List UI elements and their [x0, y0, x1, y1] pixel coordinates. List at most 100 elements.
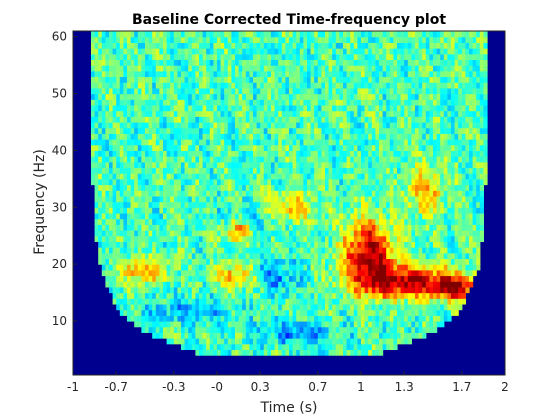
heatmap-cell — [321, 110, 326, 117]
heatmap-cell — [235, 99, 240, 106]
heatmap-cell — [98, 150, 103, 157]
heatmap-cell — [415, 275, 420, 282]
heatmap-cell — [368, 247, 373, 254]
heatmap-cell — [357, 326, 362, 333]
heatmap-cell — [98, 59, 103, 66]
heatmap-cell — [155, 110, 160, 117]
heatmap-cell — [127, 42, 132, 49]
heatmap-cell — [343, 303, 348, 311]
heatmap-cell — [368, 212, 373, 220]
heatmap-cell — [249, 207, 254, 214]
heatmap-cell — [267, 269, 272, 277]
heatmap-cell — [249, 315, 254, 322]
heatmap-cell — [256, 178, 261, 186]
heatmap-cell — [404, 212, 409, 220]
heatmap-cell — [224, 156, 229, 163]
heatmap-cell — [253, 110, 258, 117]
heatmap-cell — [411, 247, 416, 254]
heatmap-cell — [411, 167, 416, 174]
heatmap-cell — [195, 173, 200, 180]
heatmap-cell — [112, 127, 117, 134]
heatmap-cell — [411, 110, 416, 117]
heatmap-cell — [339, 275, 344, 282]
heatmap-cell — [389, 53, 394, 61]
heatmap-cell — [253, 258, 258, 265]
heatmap-cell — [105, 99, 110, 106]
heatmap-cell — [400, 230, 405, 237]
heatmap-cell — [368, 252, 373, 260]
heatmap-cell — [379, 59, 384, 66]
heatmap-cell — [249, 53, 254, 61]
heatmap-cell — [206, 258, 211, 265]
heatmap-cell — [119, 70, 124, 78]
heatmap-cell — [335, 99, 340, 106]
heatmap-cell — [332, 303, 337, 311]
heatmap-cell — [213, 298, 218, 305]
heatmap-cell — [343, 139, 348, 146]
heatmap-cell — [109, 190, 114, 197]
heatmap-cell — [317, 121, 322, 129]
heatmap-cell — [98, 173, 103, 180]
heatmap-cell — [170, 184, 175, 191]
heatmap-cell — [188, 99, 193, 106]
heatmap-cell — [217, 349, 222, 356]
heatmap-cell — [407, 173, 412, 180]
heatmap-cell — [177, 65, 182, 72]
heatmap-cell — [141, 70, 146, 78]
heatmap-cell — [112, 184, 117, 191]
heatmap-cell — [173, 252, 178, 260]
heatmap-cell — [263, 48, 268, 55]
heatmap-cell — [375, 326, 380, 333]
heatmap-cell — [152, 156, 157, 163]
heatmap-cell — [407, 139, 412, 146]
heatmap-cell — [112, 76, 117, 83]
heatmap-cell — [267, 173, 272, 180]
heatmap-cell — [94, 139, 99, 146]
heatmap-cell — [253, 127, 258, 134]
heatmap-cell — [397, 247, 402, 254]
heatmap-cell — [267, 178, 272, 186]
heatmap-cell — [364, 230, 369, 237]
heatmap-cell — [314, 241, 319, 248]
heatmap-cell — [386, 184, 391, 191]
heatmap-cell — [407, 320, 412, 328]
heatmap-cell — [206, 110, 211, 117]
heatmap-cell — [343, 31, 348, 38]
heatmap-cell — [353, 281, 358, 288]
heatmap-cell — [382, 224, 387, 231]
heatmap-cell — [98, 121, 103, 129]
heatmap-cell — [249, 343, 254, 351]
heatmap-cell — [332, 110, 337, 117]
heatmap-cell — [400, 252, 405, 260]
heatmap-cell — [235, 218, 240, 225]
heatmap-cell — [137, 87, 142, 95]
heatmap-cell — [191, 218, 196, 225]
heatmap-cell — [119, 53, 124, 61]
heatmap-cell — [130, 59, 135, 66]
heatmap-cell — [123, 59, 128, 66]
heatmap-cell — [400, 161, 405, 169]
heatmap-cell — [163, 127, 168, 134]
heatmap-cell — [227, 235, 232, 242]
heatmap-cell — [134, 303, 139, 311]
heatmap-cell — [332, 247, 337, 254]
heatmap-cell — [91, 36, 96, 43]
heatmap-cell — [400, 275, 405, 282]
heatmap-cell — [137, 309, 142, 316]
heatmap-cell — [209, 178, 214, 186]
heatmap-cell — [130, 42, 135, 49]
heatmap-cell — [199, 230, 204, 237]
heatmap-cell — [148, 53, 153, 61]
heatmap-cell — [278, 230, 283, 237]
heatmap-cell — [166, 48, 171, 55]
heatmap-cell — [188, 42, 193, 49]
heatmap-cell — [238, 184, 243, 191]
heatmap-cell — [407, 167, 412, 174]
heatmap-cell — [256, 42, 261, 49]
heatmap-cell — [411, 269, 416, 277]
heatmap-cell — [195, 269, 200, 277]
heatmap-cell — [400, 82, 405, 89]
heatmap-cell — [382, 241, 387, 248]
heatmap-cell — [281, 42, 286, 49]
heatmap-cell — [145, 241, 150, 248]
